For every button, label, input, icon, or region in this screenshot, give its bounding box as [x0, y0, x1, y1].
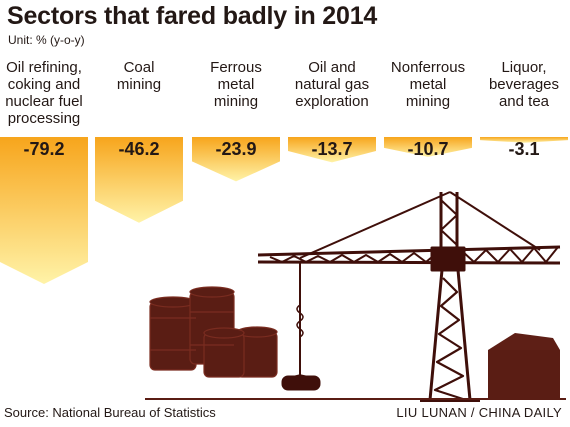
- category-label-1: nuclear fuel: [5, 93, 83, 110]
- category-label-4: Oil and: [308, 59, 356, 76]
- category-label-2: Coal: [124, 59, 155, 76]
- oil-barrels-icon: [149, 286, 278, 378]
- category-label-1: processing: [8, 110, 81, 127]
- value-label-6: -3.1: [508, 139, 539, 159]
- unit-label: Unit: % (y-o-y): [8, 33, 85, 47]
- value-label-3: -23.9: [215, 139, 256, 159]
- bar-6: [480, 137, 568, 143]
- category-label-1: coking and: [8, 76, 81, 93]
- tower-crane-icon: [257, 191, 561, 402]
- category-label-3: mining: [214, 93, 258, 110]
- category-label-4: natural gas: [295, 76, 369, 93]
- value-label-4: -13.7: [311, 139, 352, 159]
- value-label-5: -10.7: [407, 139, 448, 159]
- category-label-3: metal: [218, 76, 255, 93]
- category-label-5: Nonferrous: [391, 59, 465, 76]
- category-label-6: beverages: [489, 76, 559, 93]
- source-note: Source: National Bureau of Statistics: [4, 405, 216, 420]
- category-label-4: exploration: [295, 93, 368, 110]
- category-label-3: Ferrous: [210, 59, 262, 76]
- category-label-5: mining: [406, 93, 450, 110]
- category-label-1: Oil refining,: [6, 59, 82, 76]
- category-label-2: mining: [117, 76, 161, 93]
- value-label-2: -46.2: [118, 139, 159, 159]
- value-label-1: -79.2: [23, 139, 64, 159]
- chart-title: Sectors that fared badly in 2014: [7, 2, 378, 30]
- category-label-5: metal: [410, 76, 447, 93]
- category-label-6: and tea: [499, 93, 550, 110]
- storage-shed-icon: [488, 333, 560, 398]
- credit-note: LIU LUNAN / CHINA DAILY: [396, 405, 562, 420]
- bar-4: [288, 137, 376, 163]
- bar-3: [192, 137, 280, 182]
- bar-1: [0, 137, 88, 284]
- bar-2: [95, 137, 183, 223]
- bar-5: [384, 137, 472, 157]
- category-label-6: Liquor,: [501, 59, 546, 76]
